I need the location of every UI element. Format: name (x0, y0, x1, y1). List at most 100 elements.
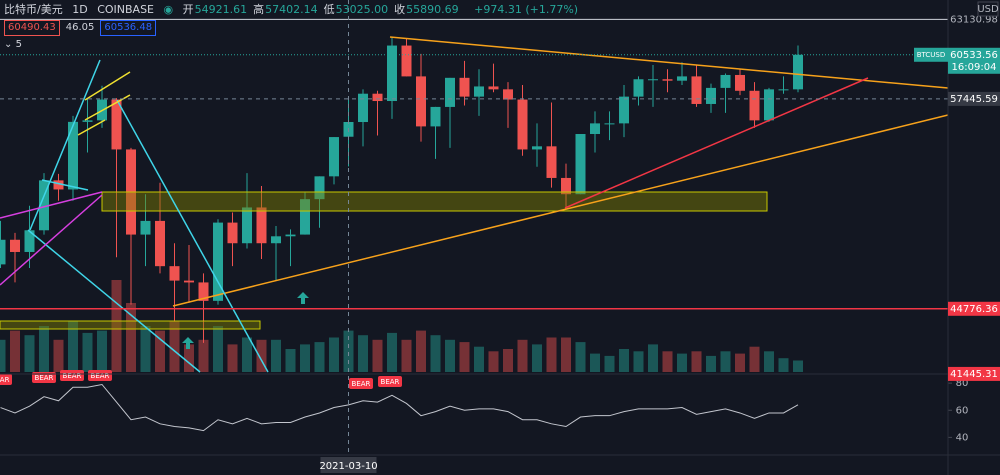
candle-body (256, 207, 267, 244)
volume-bar (430, 335, 441, 372)
symbol-label: BTCUSD (917, 51, 946, 59)
zone (101, 191, 768, 212)
annotation-box (378, 376, 402, 387)
candle-body (619, 96, 629, 124)
candle-body (300, 199, 310, 235)
candle-body (604, 123, 615, 125)
candle-body (68, 121, 78, 190)
legend-label: 高 (253, 3, 265, 16)
drawings (0, 36, 949, 373)
volume-bar (561, 337, 571, 372)
volume-bar (517, 339, 528, 372)
crosshair-box (948, 91, 1000, 106)
volume-bar (735, 353, 745, 372)
candle-body (561, 177, 571, 195)
candle-body (314, 176, 325, 200)
eye-icon[interactable]: ◉ (163, 3, 174, 16)
indicators-toggle[interactable]: ⌄ 5 (4, 39, 22, 50)
symbol: 比特币/美元 (4, 3, 63, 16)
legend-label: 低 (323, 3, 335, 16)
volume-bar (648, 344, 658, 372)
price-label: 41445.31 (950, 369, 998, 380)
candle-body (401, 45, 412, 77)
volume-bar (691, 351, 702, 372)
currency-box[interactable] (977, 1, 999, 17)
rsi-tick-label: 40 (956, 432, 969, 443)
candle-body (10, 239, 20, 252)
candle-body (517, 99, 528, 150)
volume-bar (285, 349, 296, 372)
volume-bar (387, 332, 397, 372)
legend-row: 比特币/美元 1D COINBASE ◉ 开54921.61 高57402.14 低… (4, 3, 584, 17)
volume-bar (184, 344, 194, 372)
candle-body (184, 280, 194, 283)
annotation-box (0, 374, 12, 385)
volume-bar (39, 326, 49, 372)
candle-body (387, 45, 397, 102)
candle-body (445, 77, 455, 107)
rsi-line (0, 383, 799, 432)
exchange: COINBASE (97, 3, 155, 16)
candle-body (459, 77, 470, 97)
candle-body (0, 239, 6, 265)
volume-bar (10, 330, 20, 372)
quote-row: 60490.43 46.05 60536.48 (4, 20, 584, 36)
trend-line (0, 194, 103, 286)
price-label-box (948, 301, 1000, 316)
candle-body (82, 120, 93, 122)
rsi-tick-label: 80 (956, 378, 969, 389)
annotation-box (88, 370, 112, 381)
volume-bar (111, 280, 122, 372)
candle-body (227, 222, 238, 244)
arrow-up (297, 292, 309, 304)
candle-body (39, 180, 49, 231)
volume-bar (764, 351, 774, 372)
candle-body (169, 266, 180, 281)
volume-bar (24, 335, 35, 372)
candle-body (198, 282, 209, 301)
ask[interactable]: 60536.48 (100, 20, 157, 36)
volume-bar (459, 342, 470, 372)
volume-bar (474, 346, 484, 372)
volume-bar (546, 337, 557, 372)
candle-body (271, 236, 281, 244)
annotation-box (349, 378, 373, 389)
volume-bar (445, 339, 455, 372)
volume-bar (329, 337, 339, 372)
volume-bar (169, 321, 180, 372)
candle-body (24, 230, 35, 252)
candle-body (778, 89, 789, 91)
candle-body (53, 180, 64, 190)
interval: 1D (72, 3, 88, 16)
volume-bar (155, 330, 165, 372)
annotation: BEAR (352, 380, 371, 388)
change: +974.31 (+1.77%) (474, 3, 579, 16)
reference-label: 63130.98 (950, 14, 998, 25)
legend: 比特币/美元 1D COINBASE ◉ 开54921.61 高57402.14 低… (4, 3, 584, 52)
volume-bar (256, 339, 267, 372)
volume-bar (0, 339, 6, 372)
trend-line (84, 71, 131, 101)
trend-line (77, 119, 106, 136)
trend-line (41, 179, 89, 191)
volume-bar (140, 326, 151, 372)
legend-label: 开 (182, 3, 194, 16)
candle-body (706, 87, 716, 104)
volume-bar (68, 321, 78, 372)
countdown: 16:09:04 (952, 62, 997, 73)
currency: USD (977, 4, 999, 15)
volume-bar (604, 355, 615, 372)
candle-body (590, 123, 600, 135)
bid[interactable]: 60490.43 (4, 20, 60, 36)
volume-bar (213, 326, 223, 372)
candle-body (358, 93, 368, 123)
candle-body (111, 99, 122, 150)
candle-body (793, 54, 803, 90)
volume-bar (749, 346, 760, 372)
volume-bar (575, 342, 586, 372)
trend-line (116, 99, 269, 373)
candle-body (430, 106, 441, 127)
volume-bar (227, 344, 238, 372)
volume-bar (358, 335, 368, 372)
